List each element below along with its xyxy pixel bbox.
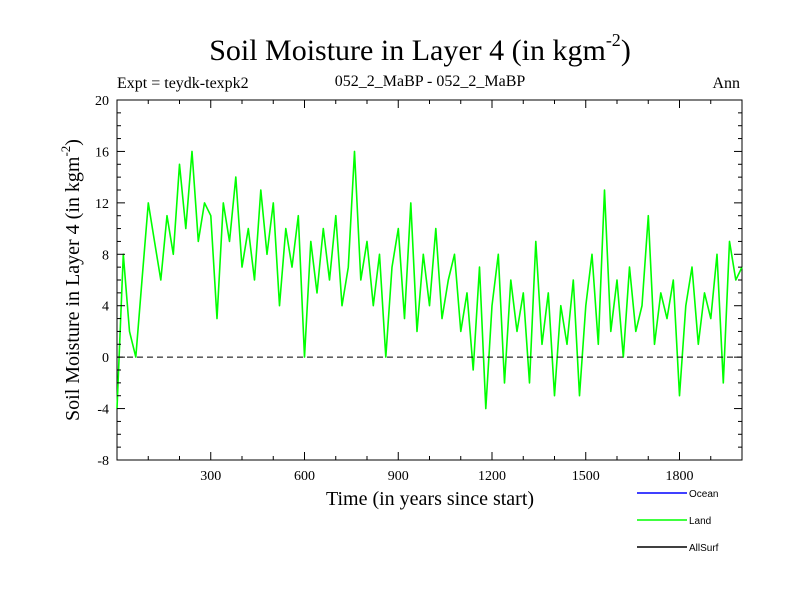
y-axis-label: Soil Moisture in Layer 4 (in kgm-2)	[58, 139, 84, 421]
subtitle-center: 052_2_MaBP - 052_2_MaBP	[335, 73, 526, 90]
y-tick-label: 0	[102, 351, 109, 366]
plot-area: 300 600 900 1200 1500 1800 -8 -4 0 4 8 12 16 20	[95, 94, 743, 484]
x-tick-label: 1500	[572, 469, 600, 484]
x-tick-label: 1200	[478, 469, 506, 484]
series-line-land	[116, 150, 743, 410]
y-tick-label: 8	[102, 248, 109, 263]
x-tick-label: 900	[388, 469, 409, 484]
y-tick-label: 20	[95, 94, 109, 109]
subtitle-left: Expt = teydk-texpk2	[117, 75, 249, 92]
legend: Ocean Land AllSurf	[637, 489, 719, 554]
x-tick-label: 600	[294, 469, 315, 484]
y-tick-label: -4	[97, 403, 109, 418]
legend-label-ocean: Ocean	[689, 489, 718, 500]
y-tick-label: 16	[95, 145, 109, 160]
x-tick-label: 1800	[666, 469, 694, 484]
plot-frame	[116, 99, 743, 461]
x-axis-label: Time (in years since start)	[326, 488, 534, 510]
y-tick-label: 4	[102, 300, 109, 315]
subtitle-right: Ann	[712, 75, 740, 92]
x-tick-label: 300	[200, 469, 221, 484]
chart-title: Soil Moisture in Layer 4 (in kgm-2)	[209, 30, 631, 67]
y-tick-label: 12	[95, 197, 109, 212]
y-tick-label: -8	[97, 454, 109, 469]
legend-label-allsurf: AllSurf	[689, 543, 719, 554]
legend-label-land: Land	[689, 516, 711, 527]
